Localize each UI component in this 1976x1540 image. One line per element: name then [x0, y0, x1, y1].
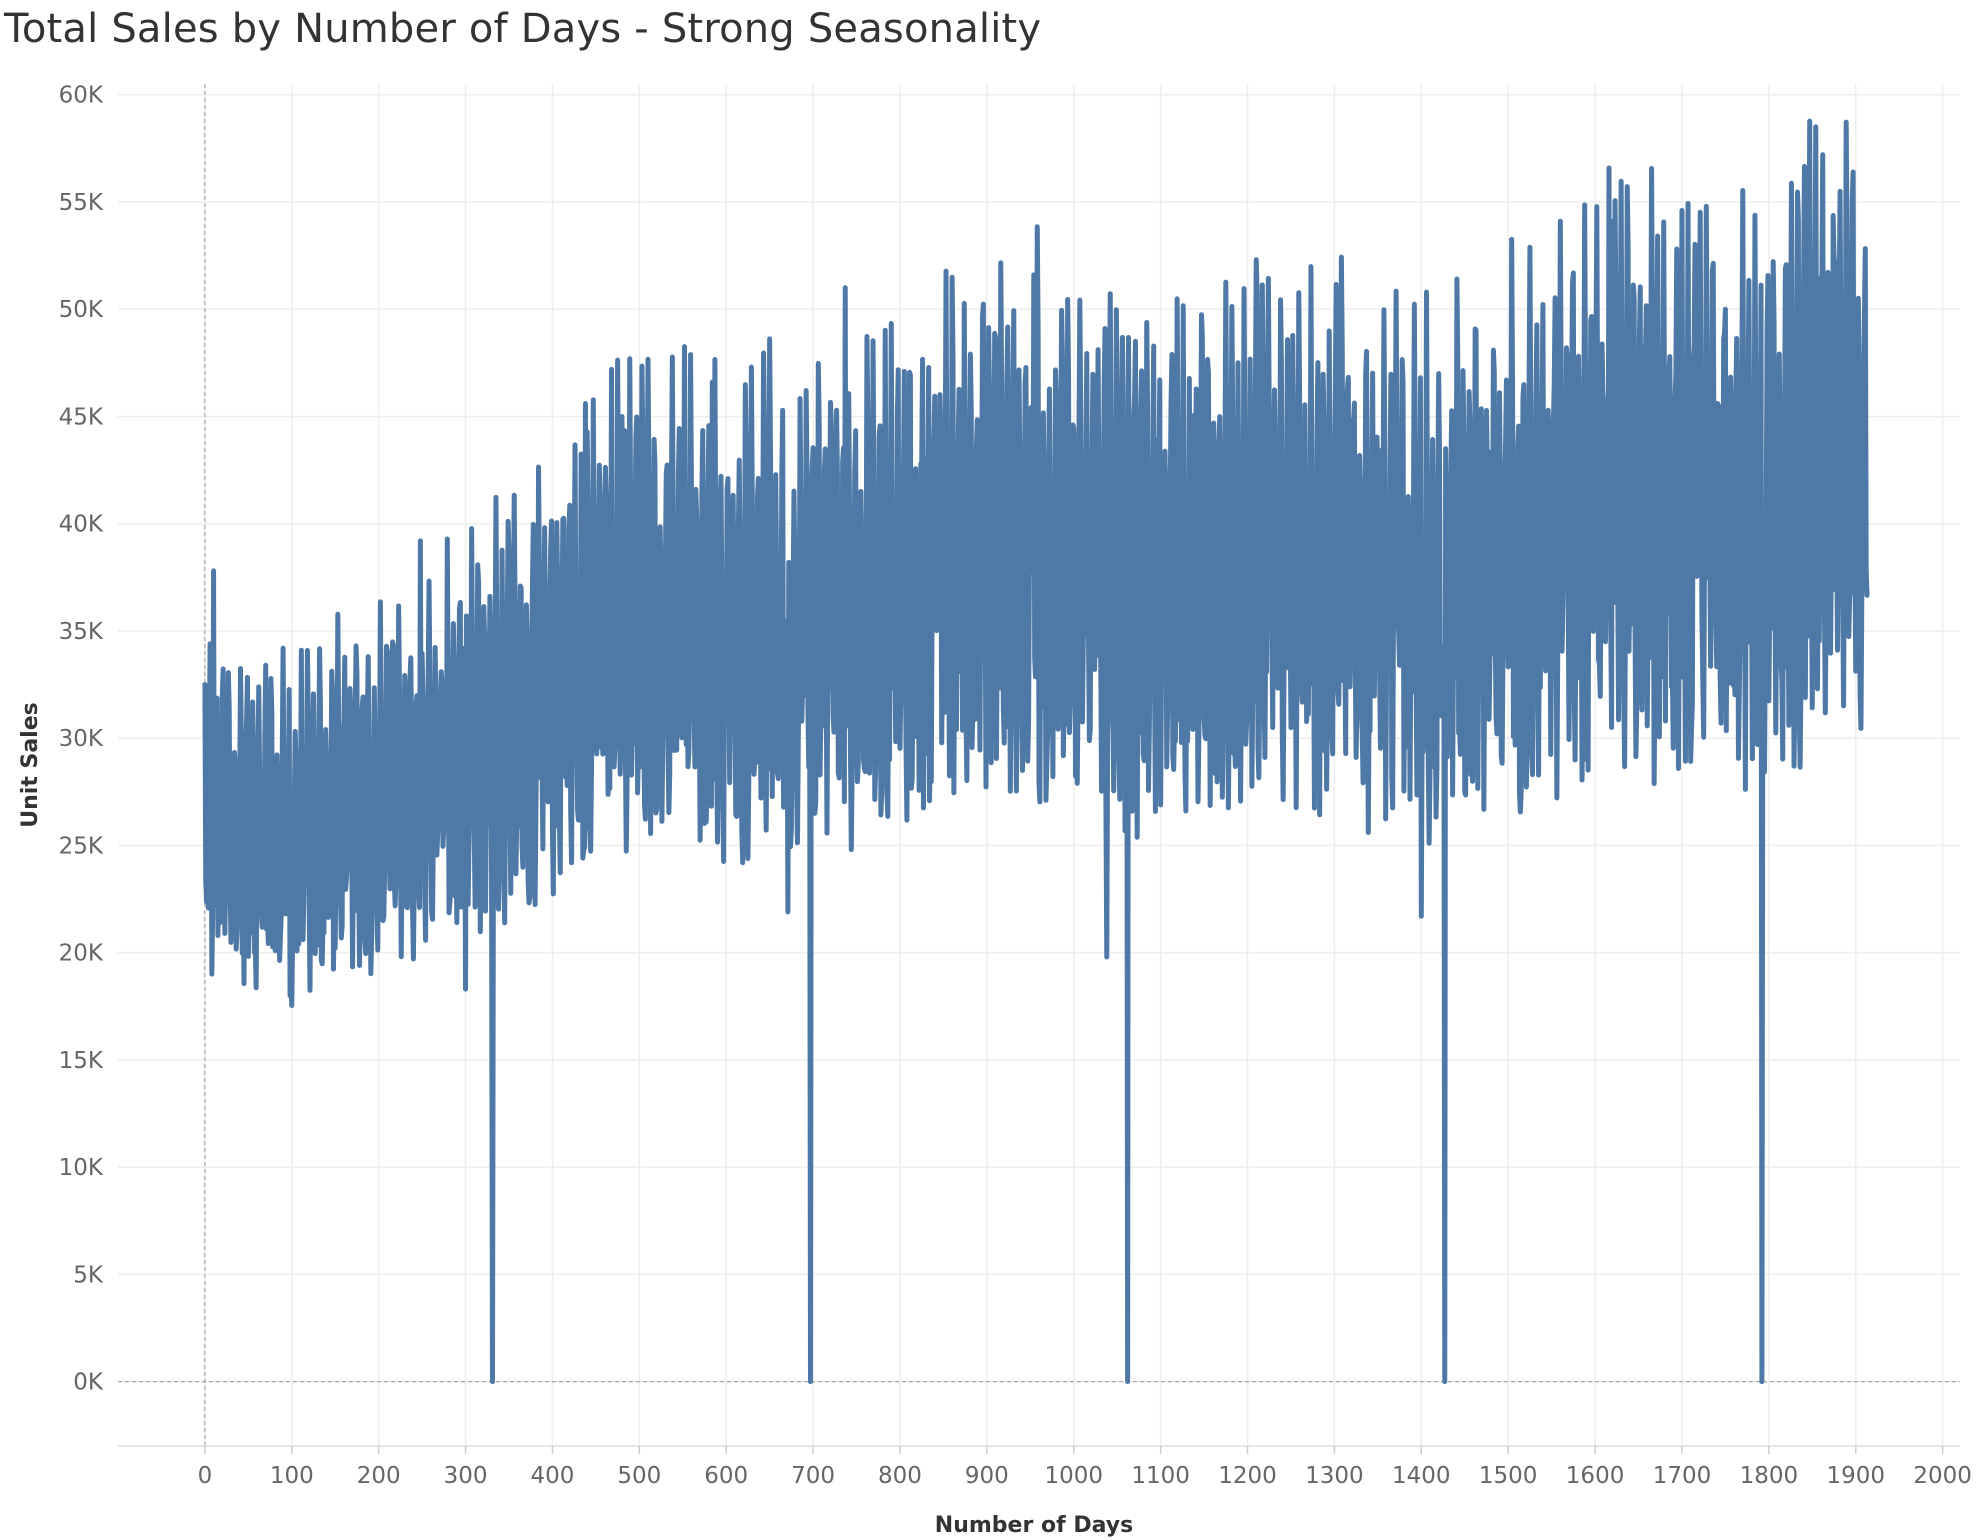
x-tick-label: 700 — [791, 1463, 835, 1489]
y-tick-label: 15K — [59, 1048, 104, 1074]
y-axis-title: Unit Sales — [18, 702, 43, 828]
y-tick-label: 5K — [73, 1262, 104, 1288]
x-tick-label: 1100 — [1131, 1463, 1190, 1489]
x-tick-label: 600 — [704, 1463, 748, 1489]
x-tick-label: 800 — [878, 1463, 922, 1489]
x-tick-label: 0 — [198, 1463, 213, 1489]
y-tick-label: 10K — [59, 1155, 104, 1181]
x-tick-label: 400 — [530, 1463, 574, 1489]
y-tick-label: 40K — [59, 512, 104, 538]
x-axis-title: Number of Days — [935, 1513, 1133, 1538]
x-tick-label: 500 — [617, 1463, 661, 1489]
x-tick-label: 2000 — [1913, 1463, 1972, 1489]
x-tick-label: 200 — [357, 1463, 401, 1489]
series-line — [202, 118, 1870, 1385]
x-tick-label: 900 — [965, 1463, 1009, 1489]
y-tick-label: 45K — [59, 404, 104, 430]
x-tick-label: 1700 — [1653, 1463, 1712, 1489]
x-tick-label: 1600 — [1566, 1463, 1625, 1489]
y-tick-label: 55K — [59, 190, 104, 216]
x-tick-label: 1400 — [1392, 1463, 1451, 1489]
x-tick-label: 1800 — [1740, 1463, 1799, 1489]
y-tick-label: 20K — [59, 941, 104, 967]
y-tick-label: 0K — [73, 1370, 104, 1396]
y-tick-label: 35K — [59, 619, 104, 645]
x-tick-label: 1900 — [1826, 1463, 1885, 1489]
x-tick-label: 1200 — [1218, 1463, 1277, 1489]
x-tick-label: 1300 — [1305, 1463, 1364, 1489]
x-tick-label: 100 — [270, 1463, 314, 1489]
chart-title: Total Sales by Number of Days - Strong S… — [4, 6, 1042, 52]
y-tick-label: 25K — [59, 833, 104, 859]
x-tick-label: 1000 — [1044, 1463, 1103, 1489]
y-tick-label: 30K — [59, 726, 104, 752]
x-tick-label: 300 — [444, 1463, 488, 1489]
y-tick-label: 50K — [59, 297, 104, 323]
y-tick-label: 60K — [59, 83, 104, 109]
x-tick-label: 1500 — [1479, 1463, 1538, 1489]
